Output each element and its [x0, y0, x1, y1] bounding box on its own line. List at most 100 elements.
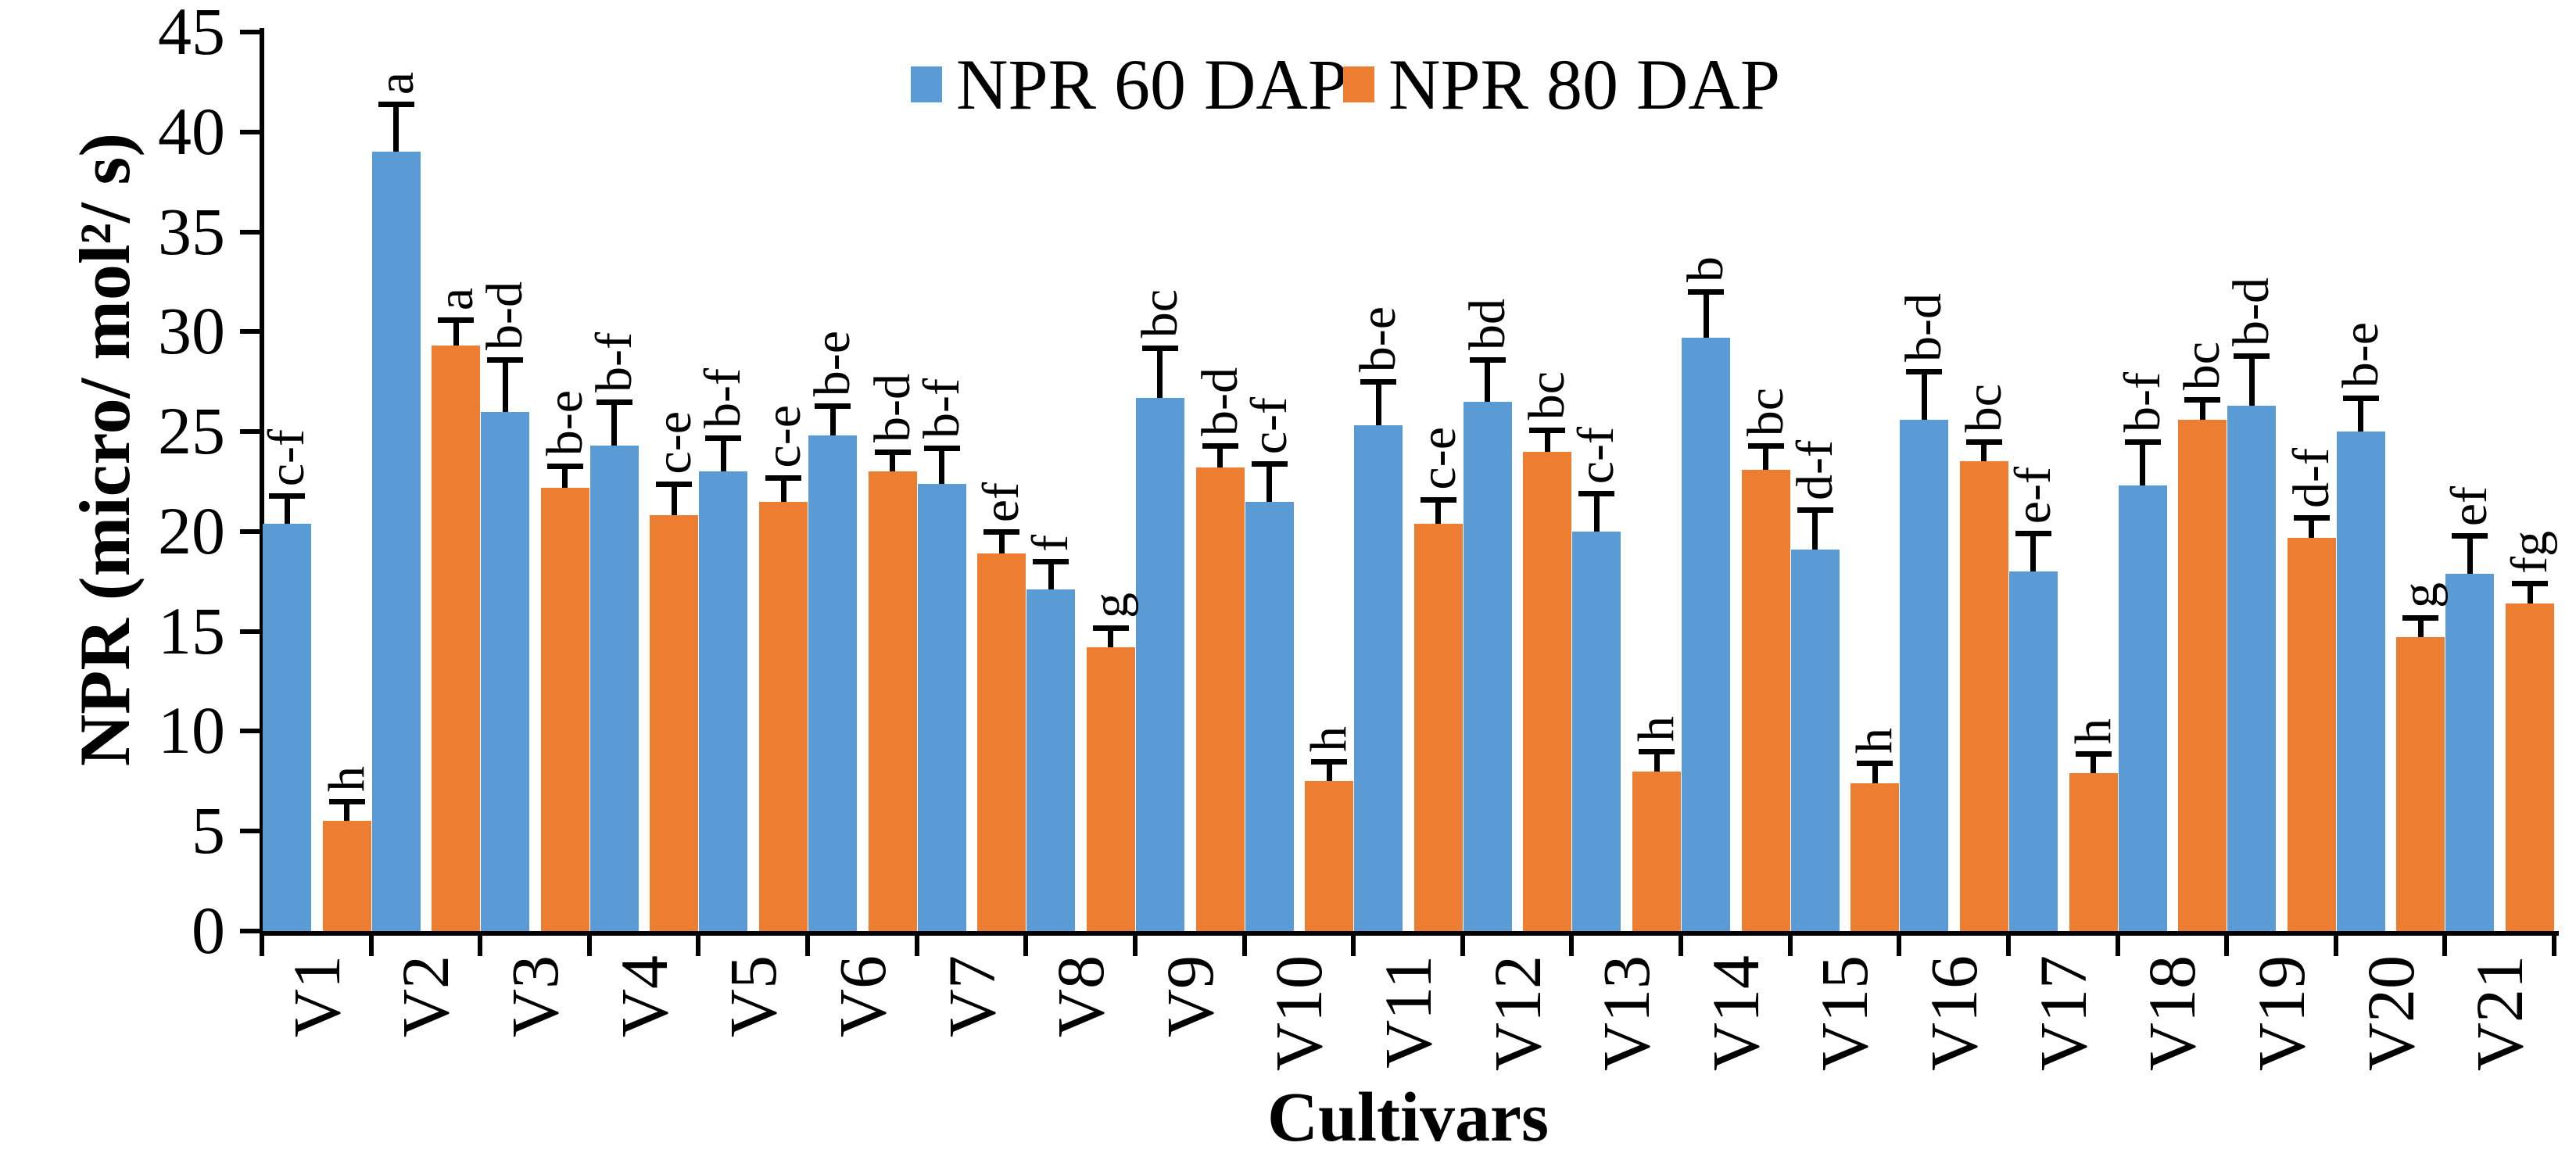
error-bar-line [2467, 535, 2473, 574]
error-bar-line [2309, 518, 2315, 538]
error-bar-line [1653, 751, 1660, 772]
significance-letter: c-e [754, 405, 812, 468]
x-axis-category-label: V10 [1261, 955, 1337, 1072]
significance-letter: b-f [694, 367, 752, 428]
bar-V1-60dap [263, 523, 311, 931]
error-bar-line [1872, 763, 1878, 783]
error-bar-cap [1033, 559, 1069, 565]
bar-V11-80dap [1413, 523, 1463, 931]
error-bar-cap [1141, 345, 1178, 351]
significance-letter: b-f [912, 378, 970, 439]
x-axis-category-label: V6 [824, 955, 900, 1038]
error-bar-cap [1360, 379, 1397, 385]
bar-V11-60dap [1354, 425, 1403, 931]
bar-V7-60dap [917, 483, 966, 931]
x-axis-tick [2115, 931, 2120, 956]
error-bar-line [1217, 446, 1224, 468]
significance-letter: h [1846, 728, 1904, 754]
bar-V8-80dap [1086, 647, 1135, 931]
x-axis-tick [1460, 931, 1465, 956]
y-axis-tick [240, 429, 262, 435]
y-axis-tick-label: 20 [158, 492, 225, 568]
x-axis-title: Cultivars [1267, 1079, 1549, 1156]
error-bar-cap [923, 445, 960, 451]
bar-V10-60dap [1245, 501, 1294, 931]
x-axis-tick [586, 931, 592, 956]
error-bar-cap [815, 403, 851, 409]
significance-letter: b-e [536, 390, 593, 457]
significance-letter: bc [2173, 341, 2231, 391]
error-bar-cap [269, 492, 305, 499]
error-bar-line [2030, 533, 2037, 571]
bar-V7-80dap [977, 553, 1026, 931]
error-bar-line [1812, 509, 1818, 550]
x-axis-tick [1787, 931, 1793, 956]
significance-letter: b-f [585, 331, 643, 392]
bar-V17-80dap [2069, 773, 2118, 931]
y-axis-tick-label: 0 [192, 893, 225, 968]
error-bar-line [611, 401, 618, 446]
bar-V15-60dap [1790, 549, 1840, 931]
y-axis-line [260, 28, 264, 936]
x-axis-tick [1132, 931, 1138, 956]
significance-letter: a [427, 287, 485, 310]
y-axis-tick [240, 30, 262, 34]
significance-letter: e-f [2004, 467, 2062, 525]
x-axis-category-label: V17 [2025, 955, 2101, 1072]
y-axis-tick-label: 40 [158, 93, 225, 169]
significance-letter: c-f [258, 428, 315, 486]
y-axis-tick [240, 528, 262, 534]
error-bar-cap [1202, 443, 1238, 449]
bar-V6-60dap [808, 435, 858, 931]
error-bar-cap [438, 317, 475, 323]
error-bar-line [1593, 493, 1600, 532]
error-bar-line [2248, 356, 2255, 406]
error-bar-cap [2015, 531, 2051, 537]
error-bar-line [720, 437, 726, 472]
significance-letter: f [1022, 535, 1080, 553]
significance-letter: c-e [1409, 427, 1467, 490]
x-axis-category-label: V15 [1807, 955, 1883, 1072]
significance-letter: g [2391, 582, 2449, 608]
error-bar-line [2140, 441, 2146, 486]
significance-letter: g [1081, 592, 1139, 618]
error-bar-cap [378, 102, 414, 107]
x-axis-tick [478, 931, 483, 956]
x-axis-category-label: V18 [2134, 955, 2210, 1072]
error-bar-line [780, 477, 786, 502]
bar-V9-80dap [1195, 467, 1245, 931]
bar-V6-80dap [868, 471, 917, 931]
error-bar-cap [2293, 515, 2330, 521]
x-axis-category-label: V4 [606, 955, 682, 1038]
error-bar-cap [1857, 761, 1893, 767]
error-bar-cap [1747, 443, 1784, 449]
x-axis-tick [1023, 931, 1029, 956]
error-bar-line [829, 405, 836, 436]
x-axis-tick [260, 931, 264, 956]
error-bar-line [1048, 561, 1054, 589]
error-bar-cap [2124, 439, 2161, 445]
error-bar-line [890, 451, 896, 472]
x-axis-category-label: V11 [1370, 955, 1446, 1069]
y-axis-tick [240, 629, 262, 634]
error-bar-cap [2234, 353, 2270, 359]
bar-V2-60dap [371, 152, 421, 931]
bar-V4-60dap [589, 446, 639, 931]
x-axis-category-label: V7 [933, 955, 1009, 1038]
significance-letter: c-f [1240, 396, 1298, 454]
error-bar-cap [1420, 497, 1456, 503]
significance-letter: fg [2501, 531, 2558, 575]
x-axis-category-label: V13 [1589, 955, 1664, 1072]
error-bar-line [1267, 464, 1273, 502]
significance-letter: c-f [1567, 427, 1625, 485]
y-axis-tick [240, 229, 262, 235]
y-axis-tick [240, 729, 262, 734]
x-axis-tick [2552, 931, 2556, 956]
x-axis-tick [1897, 931, 1902, 956]
bar-V18-60dap [2118, 485, 2167, 931]
bar-V1-80dap [322, 821, 371, 931]
error-bar-cap [1469, 357, 1506, 364]
y-axis-tick-label: 30 [158, 293, 225, 369]
significance-letter: bc [1130, 289, 1188, 338]
error-bar-line [562, 465, 568, 488]
